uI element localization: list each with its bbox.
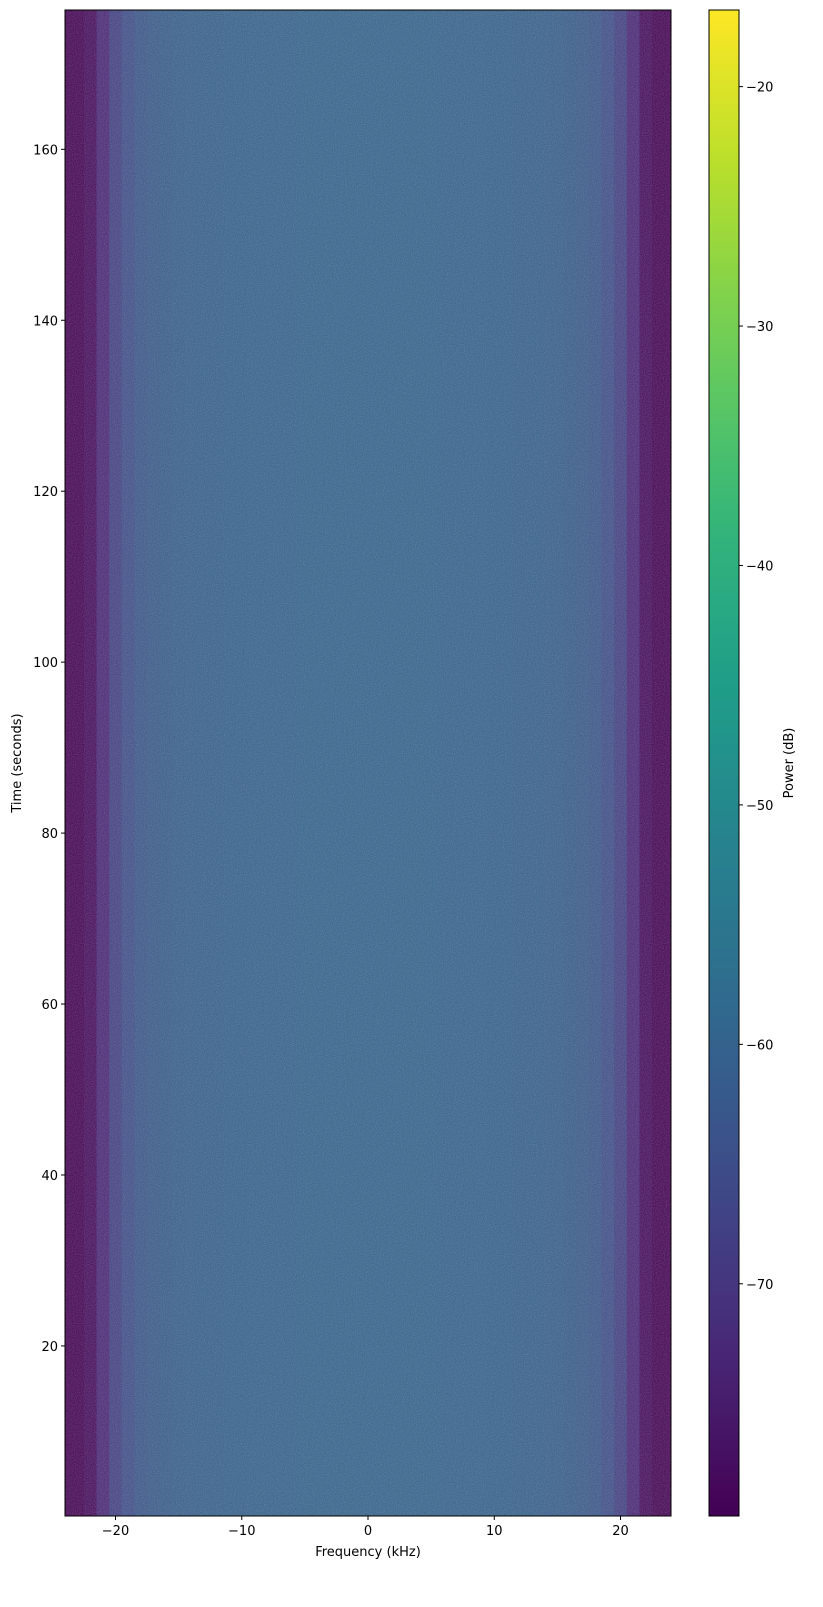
colorbar-tick-label: −70 — [746, 1278, 773, 1293]
x-tick-label: 10 — [486, 1524, 503, 1539]
colorbar-tick-label: −20 — [746, 81, 773, 96]
x-tick-label: 20 — [612, 1524, 629, 1539]
y-tick-label: 60 — [41, 998, 58, 1013]
y-tick-label: 120 — [33, 485, 58, 500]
x-tick-label: −10 — [228, 1524, 255, 1539]
x-axis-label: Frequency (kHz) — [315, 1545, 421, 1560]
colorbar-label: Power (dB) — [782, 728, 797, 799]
y-tick-label: 160 — [33, 143, 58, 158]
y-tick-label: 20 — [41, 1340, 58, 1355]
y-tick-label: 140 — [33, 314, 58, 329]
x-tick-label: −20 — [102, 1524, 129, 1539]
y-tick-label: 40 — [41, 1169, 58, 1184]
y-axis-label: Time (seconds) — [10, 713, 25, 813]
x-tick-label: 0 — [364, 1524, 372, 1539]
colorbar-tick-label: −30 — [746, 320, 773, 335]
colorbar-tick-label: −60 — [746, 1038, 773, 1053]
y-axis: 20 40 60 80 100 120 140 160 — [33, 143, 65, 1355]
colorbar-axis: −20 −30 −40 −50 −60 −70 — [739, 81, 773, 1293]
y-tick-label: 80 — [41, 827, 58, 842]
colorbar — [708, 9, 740, 1517]
y-tick-label: 100 — [33, 656, 58, 671]
colorbar-tick-label: −50 — [746, 799, 773, 814]
x-axis: −20 −10 0 10 20 — [102, 1516, 629, 1539]
noise-texture — [65, 10, 671, 1516]
colorbar-tick-label: −40 — [746, 559, 773, 574]
